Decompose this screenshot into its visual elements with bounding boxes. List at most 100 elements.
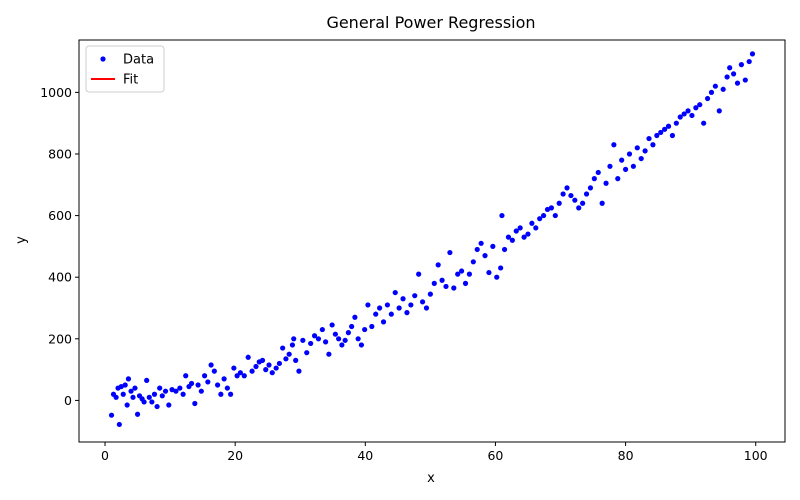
data-point bbox=[358, 342, 364, 348]
data-point bbox=[120, 391, 126, 397]
data-point bbox=[603, 180, 609, 186]
x-tick-label: 80 bbox=[618, 448, 634, 463]
data-point bbox=[525, 231, 531, 237]
data-point bbox=[253, 363, 259, 370]
data-point bbox=[214, 382, 221, 388]
data-point bbox=[122, 382, 128, 388]
data-point bbox=[462, 280, 469, 286]
data-point bbox=[646, 135, 652, 142]
data-point bbox=[201, 373, 208, 379]
data-point bbox=[118, 383, 124, 390]
data-point bbox=[416, 271, 422, 277]
data-point bbox=[599, 200, 605, 206]
data-points bbox=[108, 51, 756, 428]
data-point bbox=[116, 421, 122, 428]
data-point bbox=[677, 114, 683, 120]
data-point bbox=[712, 83, 718, 89]
data-point bbox=[513, 228, 519, 234]
data-point bbox=[662, 126, 668, 132]
data-point bbox=[693, 105, 699, 111]
data-point bbox=[447, 249, 453, 256]
data-point bbox=[642, 148, 648, 154]
data-point bbox=[183, 373, 189, 379]
data-point bbox=[388, 311, 394, 317]
data-point bbox=[336, 336, 342, 342]
data-point bbox=[673, 120, 679, 126]
data-point bbox=[154, 403, 160, 410]
data-point bbox=[311, 333, 318, 339]
data-point bbox=[564, 185, 570, 191]
data-point bbox=[749, 51, 756, 57]
data-point bbox=[708, 89, 715, 95]
y-tick-label: 0 bbox=[64, 393, 72, 408]
data-point bbox=[373, 311, 379, 317]
data-point bbox=[423, 305, 430, 311]
data-point bbox=[211, 368, 217, 374]
data-point bbox=[501, 246, 508, 253]
y-tick-label: 600 bbox=[48, 208, 72, 223]
data-point bbox=[540, 212, 547, 219]
data-point bbox=[654, 132, 660, 139]
data-point bbox=[291, 336, 297, 342]
data-point bbox=[499, 212, 505, 219]
chart-title: General Power Regression bbox=[326, 13, 535, 32]
data-point bbox=[607, 163, 613, 169]
data-point bbox=[157, 385, 163, 391]
data-point bbox=[283, 356, 289, 362]
legend: Data Fit bbox=[85, 45, 165, 93]
data-point bbox=[166, 402, 172, 408]
data-point bbox=[349, 323, 355, 330]
data-point bbox=[276, 360, 283, 367]
data-point bbox=[237, 370, 243, 376]
data-point bbox=[716, 108, 722, 114]
data-point bbox=[490, 243, 496, 249]
data-point bbox=[470, 259, 476, 265]
data-point bbox=[144, 377, 150, 383]
data-point bbox=[734, 80, 741, 86]
data-point bbox=[689, 112, 695, 119]
data-point bbox=[286, 351, 292, 357]
data-point bbox=[560, 191, 566, 197]
data-point bbox=[180, 391, 186, 397]
data-point bbox=[362, 326, 368, 333]
x-tick-label: 0 bbox=[101, 448, 109, 463]
data-point bbox=[443, 283, 449, 290]
data-point bbox=[392, 289, 398, 296]
data-point bbox=[580, 200, 586, 206]
data-point bbox=[478, 240, 484, 246]
data-point bbox=[352, 314, 358, 320]
data-point bbox=[583, 191, 590, 197]
data-point bbox=[505, 234, 512, 240]
data-point bbox=[669, 132, 676, 139]
data-point bbox=[681, 111, 687, 117]
data-point bbox=[249, 368, 255, 374]
data-point bbox=[552, 212, 558, 219]
data-point bbox=[224, 385, 230, 391]
data-point bbox=[195, 382, 201, 388]
data-point bbox=[486, 269, 492, 276]
data-point bbox=[173, 388, 179, 394]
data-point bbox=[192, 400, 198, 407]
data-point bbox=[746, 58, 752, 65]
data-point bbox=[365, 302, 371, 308]
data-point bbox=[141, 399, 147, 405]
data-point bbox=[245, 354, 251, 360]
data-point bbox=[169, 387, 175, 393]
data-point bbox=[494, 274, 500, 280]
legend-box bbox=[85, 45, 165, 93]
x-tick-label: 60 bbox=[487, 448, 503, 463]
y-axis: 0 200 400 600 800 1000 bbox=[40, 85, 79, 408]
axes-frame bbox=[78, 39, 786, 443]
data-point bbox=[509, 237, 515, 243]
data-point bbox=[300, 337, 306, 343]
legend-label: Fit bbox=[123, 73, 138, 88]
data-point bbox=[404, 310, 410, 316]
data-point bbox=[727, 65, 733, 71]
data-point bbox=[724, 74, 730, 80]
y-tick-label: 800 bbox=[48, 146, 72, 161]
data-point bbox=[730, 71, 737, 77]
legend-label: Data bbox=[123, 53, 154, 68]
data-point bbox=[162, 388, 169, 394]
data-point bbox=[521, 234, 527, 240]
